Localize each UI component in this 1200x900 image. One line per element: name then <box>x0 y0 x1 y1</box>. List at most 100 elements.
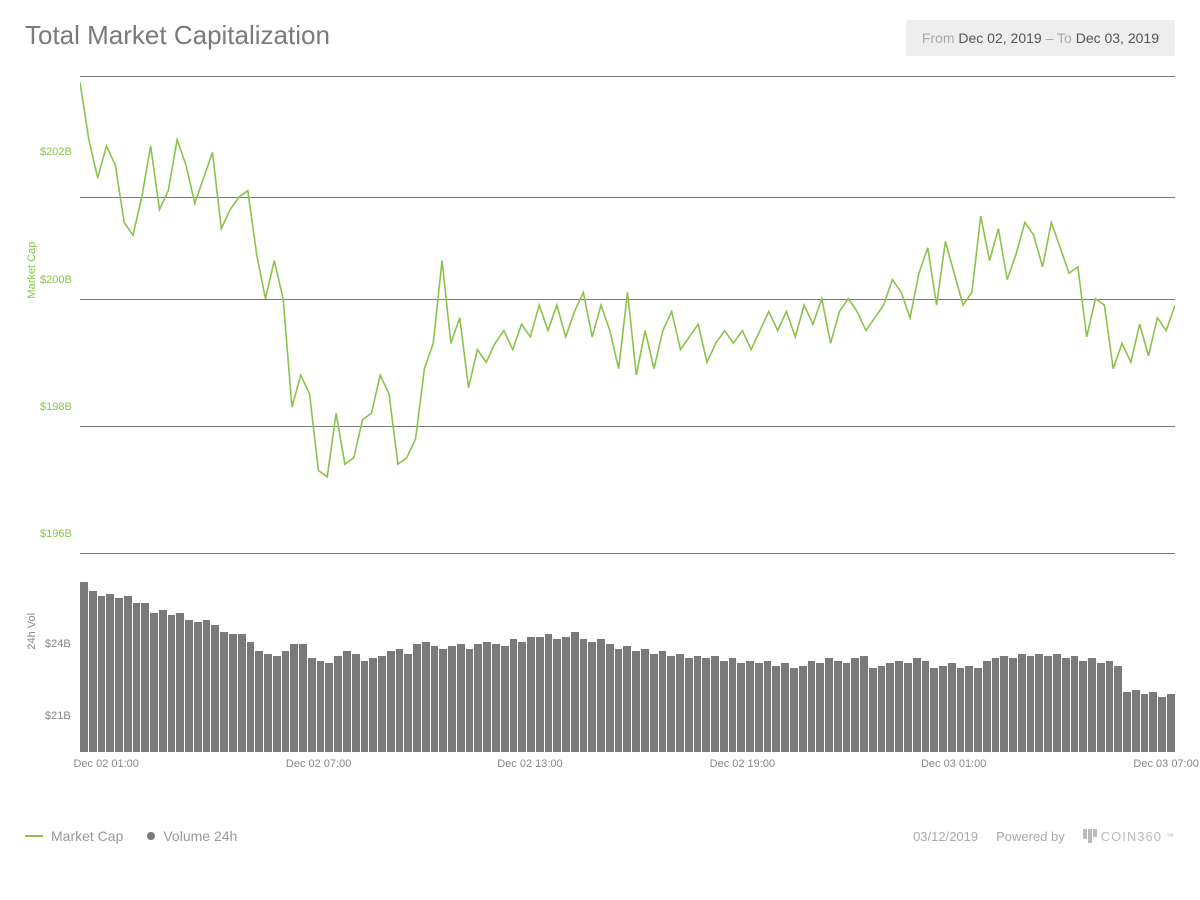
volume-bar <box>308 658 316 752</box>
volume-bar <box>597 639 605 752</box>
legend-label: Volume 24h <box>163 828 237 844</box>
volume-bar <box>834 661 842 752</box>
volume-bar <box>273 656 281 752</box>
volume-bar <box>106 594 114 752</box>
volume-bar <box>448 646 456 752</box>
brand-logo[interactable]: COIN360™ <box>1083 829 1175 844</box>
volume-bar <box>851 658 859 752</box>
volume-bar <box>702 658 710 752</box>
volume-bar <box>1035 654 1043 752</box>
volume-bar <box>1132 690 1140 752</box>
x-tick-label: Dec 02 07:00 <box>286 758 351 770</box>
volume-bar <box>562 637 570 752</box>
volume-bar <box>659 651 667 752</box>
volume-bar <box>1167 694 1175 752</box>
volume-bar <box>361 661 369 752</box>
volume-bar <box>387 651 395 752</box>
volume-bar <box>808 661 816 752</box>
volume-bar <box>1106 661 1114 752</box>
volume-bar <box>1123 692 1131 752</box>
x-axis: Dec 02 01:00Dec 02 07:00Dec 02 13:00Dec … <box>80 758 1175 778</box>
volume-bar <box>334 656 342 752</box>
volume-bar <box>641 649 649 752</box>
volume-bar <box>1079 661 1087 752</box>
volume-bar <box>878 666 886 752</box>
volume-y-tick: $21B <box>45 710 71 722</box>
volume-bar <box>1000 656 1008 752</box>
volume-bar <box>1071 656 1079 752</box>
powered-by: 03/12/2019 Powered by COIN360™ <box>913 829 1175 844</box>
volume-bar <box>159 610 167 752</box>
volume-bar <box>238 634 246 752</box>
volume-bar <box>623 646 631 752</box>
y-tick-label: $198B <box>40 401 72 413</box>
to-date: Dec 03, 2019 <box>1076 30 1159 46</box>
x-tick-label: Dec 02 19:00 <box>710 758 775 770</box>
volume-bar <box>860 656 868 752</box>
volume-bar <box>676 654 684 752</box>
market-cap-line <box>80 76 1175 566</box>
volume-bar <box>89 591 97 752</box>
volume-bar <box>615 649 623 752</box>
volume-bar <box>1088 658 1096 752</box>
x-tick-label: Dec 03 07:00 <box>1133 758 1198 770</box>
legend-item-volume[interactable]: Volume 24h <box>147 828 237 844</box>
volume-bar <box>869 668 877 752</box>
volume-bar <box>1149 692 1157 752</box>
volume-bar <box>229 634 237 752</box>
chart-container: Market Cap $202B$200B$198B$196B 24h Vol … <box>25 76 1175 778</box>
volume-bar <box>606 644 614 752</box>
volume-bar <box>948 663 956 752</box>
legend-item-market-cap[interactable]: Market Cap <box>25 828 123 844</box>
volume-bar <box>168 615 176 752</box>
volume-bar <box>474 644 482 752</box>
volume-bar <box>694 656 702 752</box>
volume-bar <box>211 625 219 752</box>
volume-bar <box>904 663 912 752</box>
volume-bar <box>755 663 763 752</box>
volume-bar <box>518 642 526 752</box>
volume-bar <box>115 598 123 752</box>
chart-header: Total Market Capitalization From Dec 02,… <box>25 20 1175 56</box>
volume-bar <box>545 634 553 752</box>
volume-bar <box>737 663 745 752</box>
volume-bar <box>843 663 851 752</box>
legend: Market Cap Volume 24h <box>25 828 237 844</box>
volume-bar <box>825 658 833 752</box>
volume-bar <box>290 644 298 752</box>
volume-bar <box>974 668 982 752</box>
date-range-selector[interactable]: From Dec 02, 2019 – To Dec 03, 2019 <box>906 20 1175 56</box>
volume-y-label: 24h Vol <box>26 613 38 650</box>
volume-bar <box>588 642 596 752</box>
volume-bar <box>282 651 290 752</box>
volume-bar <box>369 658 377 752</box>
volume-bar <box>930 668 938 752</box>
volume-bar <box>255 651 263 752</box>
from-date: Dec 02, 2019 <box>958 30 1041 46</box>
x-tick-label: Dec 02 01:00 <box>73 758 138 770</box>
volume-bar <box>378 656 386 752</box>
market-cap-y-label: Market Cap <box>26 242 38 299</box>
volume-chart[interactable]: 24h Vol $24B$21B <box>80 572 1175 752</box>
y-tick-label: $200B <box>40 274 72 286</box>
volume-bar <box>992 658 1000 752</box>
volume-bar <box>194 622 202 752</box>
volume-bar <box>1062 658 1070 752</box>
volume-bar <box>746 661 754 752</box>
legend-dot-icon <box>147 832 155 840</box>
volume-bar <box>343 651 351 752</box>
volume-bar <box>510 639 518 752</box>
volume-bar <box>957 668 965 752</box>
volume-bar <box>1053 654 1061 752</box>
volume-bar <box>466 649 474 752</box>
volume-bar <box>772 666 780 752</box>
market-cap-chart[interactable]: Market Cap $202B$200B$198B$196B <box>80 76 1175 566</box>
volume-bar <box>685 658 693 752</box>
volume-bar <box>1044 656 1052 752</box>
volume-bar <box>176 613 184 752</box>
volume-bar <box>799 666 807 752</box>
volume-bar <box>317 661 325 752</box>
volume-bar <box>247 642 255 752</box>
volume-bar <box>965 666 973 752</box>
date-separator: – <box>1046 30 1054 46</box>
